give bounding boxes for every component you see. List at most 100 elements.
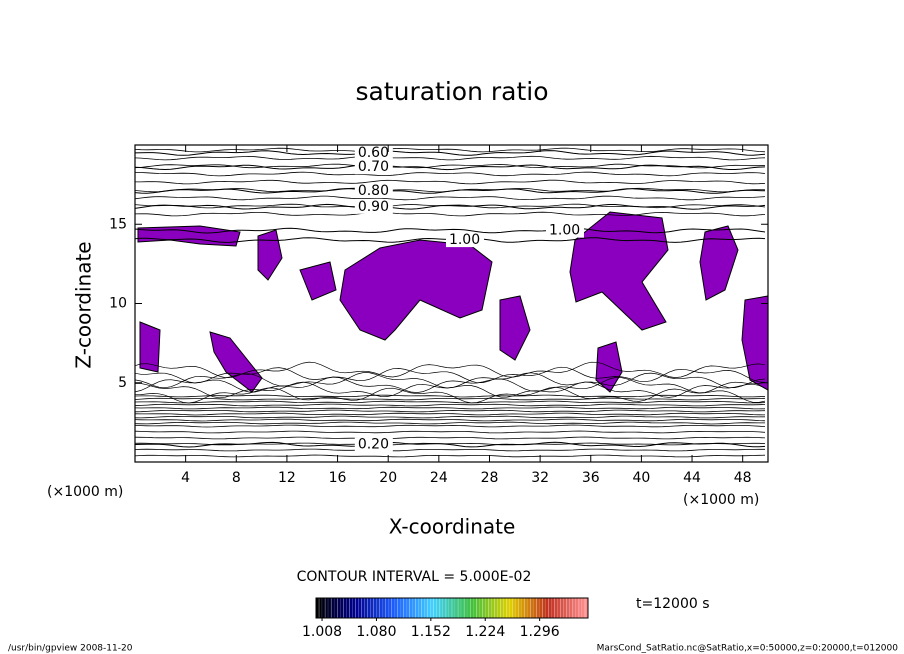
x-tick-label: 20 <box>379 470 397 486</box>
colorbar-cell <box>506 597 510 619</box>
contour-line <box>134 150 766 156</box>
colorbar-cell <box>551 598 555 618</box>
x-unit-label: (×1000 m) <box>683 492 759 508</box>
colorbar-cell <box>524 597 528 619</box>
contour-line <box>134 195 766 201</box>
region <box>257 229 283 281</box>
colorbar-cell <box>352 598 356 618</box>
colorbar-cell <box>337 597 341 619</box>
chart-title: saturation ratio <box>355 77 548 106</box>
label-bg <box>545 223 584 238</box>
colorbar-cell <box>433 597 438 619</box>
x-tick-label: 8 <box>232 470 241 486</box>
contour-line <box>134 164 766 171</box>
colorbar-cell <box>424 598 428 618</box>
colorbar-cell <box>316 598 320 618</box>
contour-line <box>134 400 766 404</box>
contour-line <box>134 412 766 416</box>
label-bg <box>354 199 393 214</box>
contour-line <box>134 448 765 452</box>
x-tick-label: 32 <box>531 470 549 486</box>
colorbar-cell <box>515 598 519 618</box>
contour-line <box>134 386 766 404</box>
colorbar-cell <box>503 598 507 618</box>
colorbar-cell <box>364 598 368 618</box>
x-unit-label: (×1000 m) <box>47 484 123 500</box>
colorbar-cell <box>530 597 534 619</box>
colorbar-cell <box>491 598 495 618</box>
time-label: t=12000 s <box>636 596 710 612</box>
footer-right: MarsCond_SatRatio.nc@SatRatio,x=0:50000,… <box>597 644 899 654</box>
colorbar-cell <box>361 597 365 619</box>
contour-line <box>134 394 766 398</box>
colorbar-cell <box>560 597 564 619</box>
colorbar-cell <box>415 597 419 619</box>
region <box>209 331 263 393</box>
label-bg <box>354 437 393 452</box>
colorbar-cell <box>358 598 362 618</box>
colorbar-cell <box>572 597 577 619</box>
colorbar-cell <box>346 598 350 618</box>
colorbar-cell <box>370 598 374 618</box>
colorbar-cell <box>324 597 329 619</box>
colorbar-cell <box>536 597 540 619</box>
colorbar-cell <box>439 597 444 619</box>
contour-line <box>134 424 766 428</box>
colorbar-cell <box>391 597 395 619</box>
colorbar-cell <box>509 598 513 618</box>
contour-line <box>134 147 766 153</box>
contour-line <box>134 366 766 384</box>
contour-label: 0.80 <box>358 183 389 199</box>
colorbar-cell <box>527 598 531 618</box>
footer-left: /usr/bin/gpview 2008-11-20 <box>8 644 133 654</box>
x-tick-label: 12 <box>278 470 296 486</box>
region <box>299 261 337 301</box>
y-tick-label: 10 <box>109 296 127 312</box>
colorbar-cell <box>581 598 585 618</box>
colorbar-cell <box>409 597 413 619</box>
contour-line <box>134 403 766 407</box>
colorbar-tick-label: 1.080 <box>356 624 396 640</box>
x-axis-label: X-coordinate <box>389 515 516 539</box>
x-tick-label: 40 <box>632 470 650 486</box>
colorbar-cell <box>479 598 483 618</box>
region <box>699 225 739 301</box>
colorbar-cell <box>412 598 416 618</box>
x-tick-label: 48 <box>734 470 752 486</box>
colorbar-cell <box>463 597 468 619</box>
colorbar-cell <box>330 597 335 619</box>
x-tick-label: 28 <box>481 470 499 486</box>
contour-line <box>134 211 766 217</box>
colorbar-cell <box>533 598 537 618</box>
colorbar-cell <box>467 598 471 618</box>
colorbar-cell <box>554 597 558 619</box>
colorbar-cell <box>461 598 465 618</box>
contour-label: 1.00 <box>549 223 580 239</box>
colorbar-frame <box>315 597 589 619</box>
y-tick-label: 5 <box>118 375 127 391</box>
colorbar-cell <box>455 598 459 618</box>
colorbar-cell <box>488 597 492 619</box>
colorbar-cell <box>473 598 477 618</box>
colorbar-cell <box>569 598 573 618</box>
colorbar-cell <box>521 598 525 618</box>
region <box>137 225 241 247</box>
contour-line <box>134 409 766 413</box>
x-tick-label: 36 <box>582 470 600 486</box>
contour-line <box>134 421 765 425</box>
region <box>595 341 623 393</box>
supersaturated-regions <box>137 211 769 393</box>
contour-line <box>134 227 766 234</box>
contour-line <box>134 188 766 194</box>
colorbar-cell <box>421 597 425 619</box>
colorbar-cell <box>349 597 353 619</box>
contour-interval: CONTOUR INTERVAL = 5.000E-02 <box>297 569 532 585</box>
contour-line <box>134 441 766 448</box>
label-bg <box>354 160 393 175</box>
contour-line <box>134 155 766 161</box>
colorbar-tick-label: 1.296 <box>520 624 560 640</box>
colorbar-cell <box>427 597 431 619</box>
colorbar-cell <box>394 598 398 618</box>
colorbar-cell <box>382 598 386 618</box>
label-bg <box>354 145 393 160</box>
